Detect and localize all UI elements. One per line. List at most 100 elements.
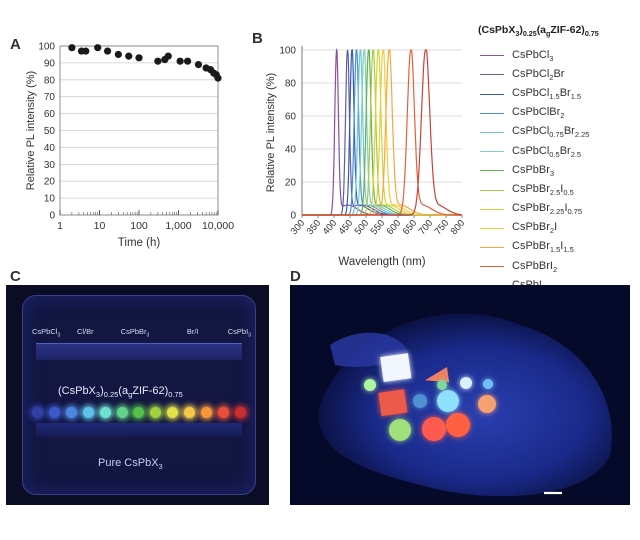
legend-label: CsPbBr1.5I1.5 [512,240,574,255]
legend-label: CsPbCl3 [512,48,554,63]
legend-swatch [480,189,504,191]
chart-a-point [154,57,162,65]
panel-c-letter: C [10,268,21,285]
glowing-vial [99,406,111,418]
fluorescent-disc [446,413,470,437]
legend-swatch [480,227,504,229]
chart-b-x-tick-label: 350 [305,218,324,237]
glowing-vial-row [32,405,246,419]
glowing-vial [133,406,145,418]
chart-a-y-tick-label: 0 [49,211,55,222]
legend-swatch [480,247,504,249]
legend-label: CsPbBr2.25I0.75 [512,202,583,217]
fluorescent-disc [422,417,446,441]
chart-b-x-tick-label: 500 [353,218,372,237]
chart-a-point [68,44,76,52]
chart-b-x-tick-label: 400 [321,218,340,237]
vial-rack [22,295,256,495]
chart-b-y-tick-label: 80 [285,79,297,90]
fluorescent-disc [478,395,496,413]
glowing-vial [150,406,162,418]
fluorescent-fragment [425,367,450,383]
glowing-vial [116,406,128,418]
chart-b-y-tick-label: 40 [285,145,297,156]
chart-b-x-tick-label: 800 [449,218,468,237]
chart-b-y-axis-label: Relative PL intensity (%) [265,73,277,192]
photo-c-bottom-label: Pure CsPbX3 [98,457,163,472]
chart-a-x-tick-label: 1 [57,220,63,232]
glowing-vial [234,406,246,418]
photo-c-middle-label: (CsPbX3)0.25(agZIF-62)0.75 [58,385,183,400]
chart-a-point [135,54,143,62]
legend-item: CsPbCl3 [478,46,640,65]
legend-item: CsPbCl0.75Br2.25 [478,123,640,142]
chart-a-point [194,60,203,69]
glowing-vial [65,406,77,418]
fluorescent-fragment [378,389,408,417]
legend-label: CsPbBr2I [512,221,558,236]
chart-b-x-axis-label: Wavelength (nm) [338,256,425,268]
chart-a-y-tick-label: 10 [44,194,56,205]
fluorescent-disc [389,419,411,441]
chart-b-y-tick-label: 0 [290,211,296,222]
glowing-vial [184,406,196,418]
chart-a-y-tick-label: 80 [44,75,56,86]
legend-item: CsPbBr2.25I0.75 [478,200,640,219]
chart-b-x-tick-label: 650 [401,218,420,237]
chart-a-y-tick-label: 50 [44,126,56,137]
legend-item: CsPbBr2I [478,219,640,238]
legend-label: CsPbBrI2 [512,259,558,274]
legend-title: (CsPbX3)0.25(agZIF-62)0.75 [478,24,599,39]
chart-a-y-axis-label: Relative PL intensity (%) [25,71,37,190]
glowing-vial [82,406,94,418]
chart-b-y-tick-label: 20 [285,178,297,189]
legend-item: CsPbBr3 [478,161,640,180]
legend-item: CsPbBr2.5I0.5 [478,180,640,199]
vial-row-bottom [36,423,242,437]
panel-d-letter: D [290,268,301,285]
chart-a-x-axis-label: Time (h) [118,237,161,249]
glowing-vial [48,406,60,418]
photo-d-hand [290,285,630,505]
chart-b-x-tick-label: 450 [337,218,356,237]
fluorescent-fragment [380,353,412,383]
chart-b-y-tick-label: 60 [285,112,297,123]
chart-b-legend: (CsPbX3)0.25(agZIF-62)0.75 CsPbCl3 CsPbCl… [478,24,640,296]
chart-a-point [214,74,222,82]
photo-c-top-label: CsPbCl3 Cl/Br CsPbBr3 Br/I CsPbI3 [32,327,252,339]
chart-a-point [125,52,133,60]
chart-a-y-tick-label: 20 [44,177,56,188]
chart-a-point [94,44,102,52]
legend-swatch [480,131,504,133]
photo-c-vials: CsPbCl3 Cl/Br CsPbBr3 Br/I CsPbI3 (CsPbX… [6,285,269,505]
chart-a-x-tick-label: 1,000 [165,220,191,232]
chart-a-y-tick-label: 60 [44,109,56,120]
legend-item: CsPbCl2Br [478,65,640,84]
chart-a-point [164,52,172,60]
legend-swatch [480,170,504,172]
legend-label: CsPbBr3 [512,163,555,178]
legend-swatch [480,74,504,76]
legend-label: CsPbCl2Br [512,67,565,82]
vial-row-top [36,343,242,360]
legend-swatch [480,151,504,153]
legend-label: CsPbCl0.75Br2.25 [512,125,590,140]
chart-a-point [114,50,122,59]
chart-b-pl-spectra: 0204060801003003504004505005506006507007… [265,46,468,269]
panel-b-letter: B [252,30,263,47]
chart-a-point [103,47,112,55]
legend-item: CsPbCl1.5Br1.5 [478,84,640,103]
legend-swatch [480,55,504,57]
fluorescent-disc [460,377,472,389]
chart-b-y-tick-label: 100 [279,46,296,57]
chart-b-series-line [302,49,462,216]
legend-item: CsPbClBr2 [478,104,640,123]
chart-b-x-tick-label: 750 [433,218,452,237]
chart-a-y-tick-label: 70 [44,92,56,103]
legend-label: CsPbCl0.5Br2.5 [512,144,582,159]
legend-swatch [480,112,504,114]
glowing-vial [201,406,213,418]
chart-a-point [82,47,90,55]
legend-item: CsPbCl0.5Br2.5 [478,142,640,161]
